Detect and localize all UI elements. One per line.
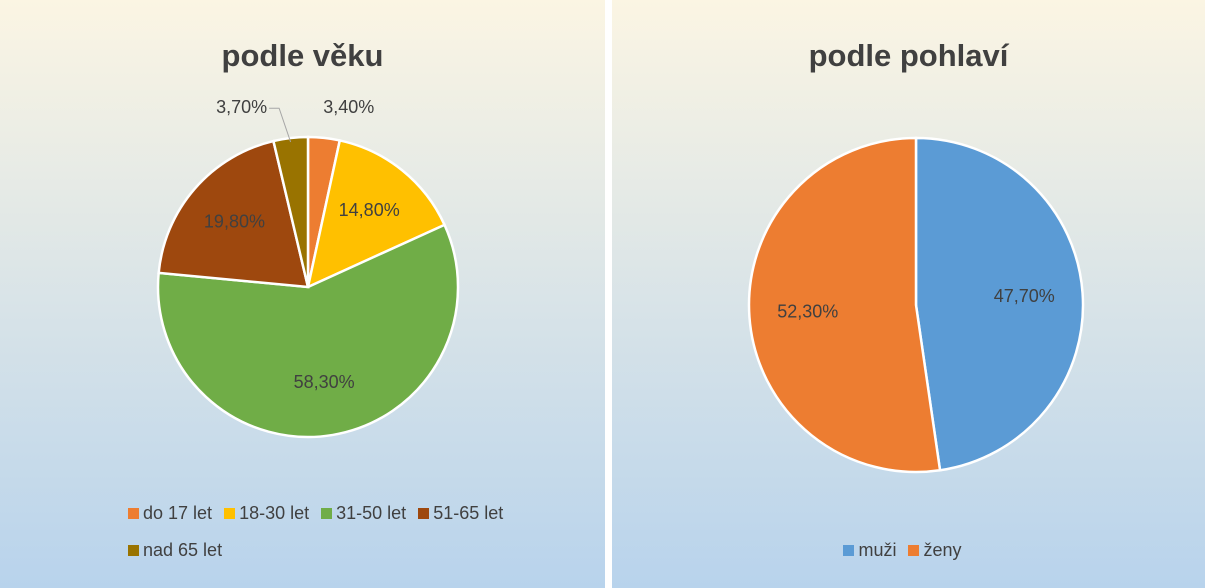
data-label: 3,70%: [216, 97, 267, 117]
legend-swatch: [321, 508, 333, 519]
legend-item: 18-30 let: [224, 503, 309, 524]
data-label: 14,80%: [339, 200, 400, 220]
pie-slice: [306, 138, 447, 290]
legend-item: muži: [843, 540, 896, 561]
data-label: 19,80%: [204, 212, 265, 232]
legend-item: 31-50 let: [321, 503, 406, 524]
pie-slice: [156, 223, 460, 439]
legend-label: nad 65 let: [143, 540, 223, 560]
legend-label: do 17 let: [143, 503, 213, 523]
legend-item: do 17 let: [128, 503, 212, 524]
chart-title: podle pohlaví: [808, 38, 1009, 73]
legend-swatch: [128, 545, 139, 556]
chart-title: podle věku: [221, 38, 384, 73]
data-label: 58,30%: [294, 372, 355, 392]
pie-slice: [747, 136, 942, 474]
chart-panel: podle pohlaví 47,70% 52,30% muži ženy: [612, 0, 1205, 588]
legend-label: ženy: [923, 540, 962, 560]
legend-item: ženy: [908, 540, 962, 561]
legend-swatch: [418, 508, 430, 519]
leader-line: [269, 107, 292, 143]
pie-slice: [157, 139, 310, 289]
legend-label: muži: [858, 540, 897, 560]
legend-label: 18-30 let: [239, 503, 310, 523]
pie-slice: [914, 136, 1085, 472]
legend-label: 51-65 let: [433, 503, 504, 523]
legend: do 17 let 18-30 let 31-50 let 51-65 let nad …: [128, 503, 528, 561]
data-label: 52,30%: [777, 302, 838, 322]
legend-label: 31-50 let: [336, 503, 407, 523]
chart: 3,40% 14,80% 58,30% 19,80% 3,70%: [156, 97, 460, 439]
legend: muži ženy: [612, 540, 1205, 561]
legend-item: 51-65 let: [418, 503, 503, 524]
legend-swatch: [908, 545, 920, 556]
legend-swatch: [128, 508, 139, 519]
legend-swatch: [843, 545, 855, 556]
data-label: 3,40%: [323, 97, 374, 117]
pie-slice: [271, 135, 310, 288]
chart-panel: podle věku 3,40% 14,80% 58,30% 19,80% 3,70% …: [0, 0, 605, 588]
legend-swatch: [224, 508, 236, 519]
legend-item: nad 65 let: [128, 540, 222, 561]
chart: 47,70% 52,30%: [747, 136, 1085, 474]
data-label: 47,70%: [994, 286, 1055, 306]
